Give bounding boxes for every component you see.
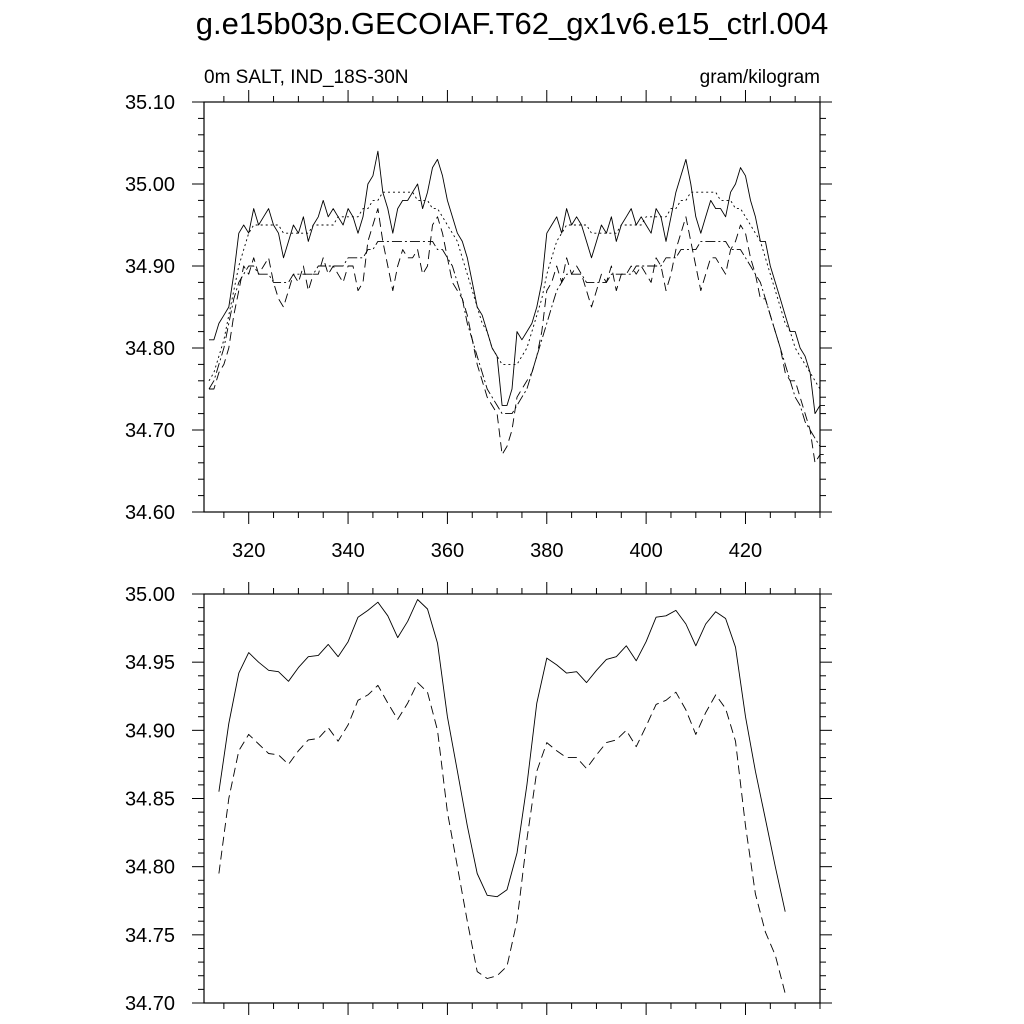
y-tick-label: 34.70 xyxy=(125,420,175,442)
x-tick-label: 360 xyxy=(431,540,464,562)
series-line-dashed xyxy=(209,208,825,464)
y-tick-label: 34.70 xyxy=(125,993,175,1015)
x-tick-label: 400 xyxy=(629,540,662,562)
y-tick-label: 35.00 xyxy=(125,584,175,606)
x-tick-label: 380 xyxy=(530,540,563,562)
y-tick-label: 34.90 xyxy=(125,256,175,278)
y-tick-label: 34.80 xyxy=(125,857,175,879)
y-tick-label: 35.10 xyxy=(125,92,175,114)
series-line-dash-dot xyxy=(208,191,821,390)
figure-title: g.e15b03p.GECOIAF.T62_gx1v6.e15_ctrl.004 xyxy=(195,6,829,41)
bottom-panel: 34.70 34.75 34.80 34.85 34.90 34.95 35.00 xyxy=(125,582,832,1015)
series-line-solid xyxy=(209,150,825,415)
top-panel: 320 340 360 380 400 420 34.60 34.70 34.80 34.90 35… xyxy=(125,90,832,562)
y-tick-label: 35.00 xyxy=(125,174,175,196)
x-tick-label: 340 xyxy=(331,540,364,562)
y-tick-label: 34.75 xyxy=(125,925,175,947)
plot-frame xyxy=(203,593,821,1004)
y-tick-label: 34.95 xyxy=(125,652,175,674)
x-tick-label: 320 xyxy=(232,540,265,562)
x-tick-label: 420 xyxy=(729,540,762,562)
series-line-solid xyxy=(218,599,786,912)
series-line-dashed xyxy=(218,682,786,994)
y-tick-label: 34.90 xyxy=(125,720,175,742)
top-panel-left-label: 0m SALT, IND_18S-30N xyxy=(204,67,409,88)
top-panel-right-label: gram/kilogram xyxy=(700,67,820,88)
y-tick-label: 34.85 xyxy=(125,789,175,811)
y-tick-label: 34.80 xyxy=(125,338,175,360)
y-tick-label: 34.60 xyxy=(125,502,175,524)
series-line-long-dash-dot xyxy=(208,240,821,447)
plot-frame xyxy=(203,101,821,513)
